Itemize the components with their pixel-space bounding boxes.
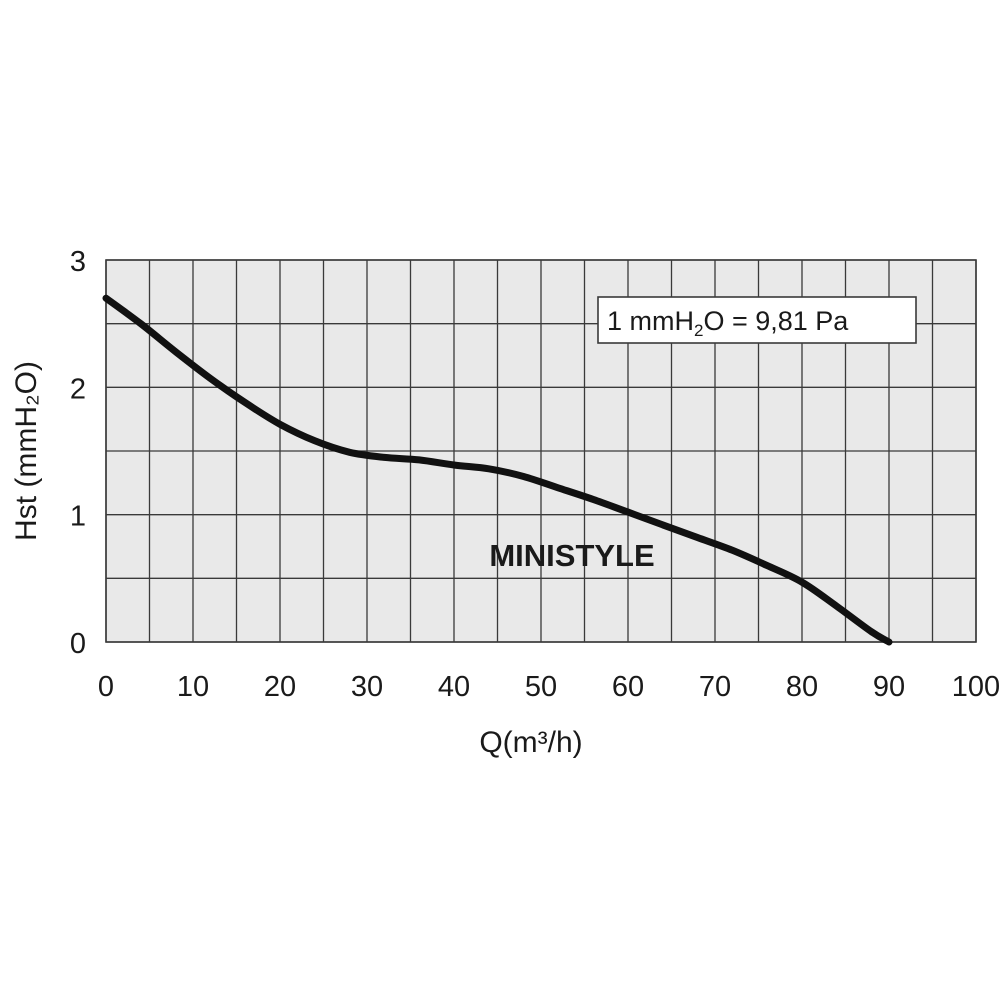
- x-tick-label: 90: [873, 671, 905, 703]
- conversion-note: 1 mmH2O = 9,81 Pa: [607, 306, 849, 340]
- conversion-note-frame: [597, 296, 917, 344]
- conversion-note-subscript: 2: [694, 321, 703, 340]
- x-tick-label: 40: [438, 671, 470, 703]
- conversion-note-box: 1 mmH2O = 9,81 Pa: [597, 296, 917, 344]
- x-tick-label: 20: [264, 671, 296, 703]
- x-tick-label: 10: [177, 671, 209, 703]
- x-tick-label: 70: [699, 671, 731, 703]
- y-tick-label: 1: [70, 501, 86, 533]
- conversion-note-prefix: 1 mmH: [607, 306, 694, 336]
- y-tick-label: 3: [70, 246, 86, 278]
- x-tick-labels: 0 10 20 30 40 50 60 70 80 90 100: [98, 671, 1000, 703]
- x-tick-label: 30: [351, 671, 383, 703]
- series-label-ministyle: MINISTYLE: [489, 538, 654, 573]
- y-tick-labels: 0 1 2 3: [70, 246, 86, 660]
- y-axis-title: Hst (mmH₂O): [10, 361, 43, 541]
- x-tick-label: 60: [612, 671, 644, 703]
- ministyle-curve: [102, 294, 893, 646]
- x-tick-label: 50: [525, 671, 557, 703]
- x-tick-label: 100: [952, 671, 1000, 703]
- x-tick-label: 0: [98, 671, 114, 703]
- y-tick-label: 2: [70, 373, 86, 405]
- conversion-note-suffix: O = 9,81 Pa: [703, 306, 849, 336]
- grid-lines: [105, 259, 977, 643]
- x-axis-title: Q(m³/h): [479, 726, 582, 759]
- y-tick-label: 0: [70, 628, 86, 660]
- x-tick-label: 80: [786, 671, 818, 703]
